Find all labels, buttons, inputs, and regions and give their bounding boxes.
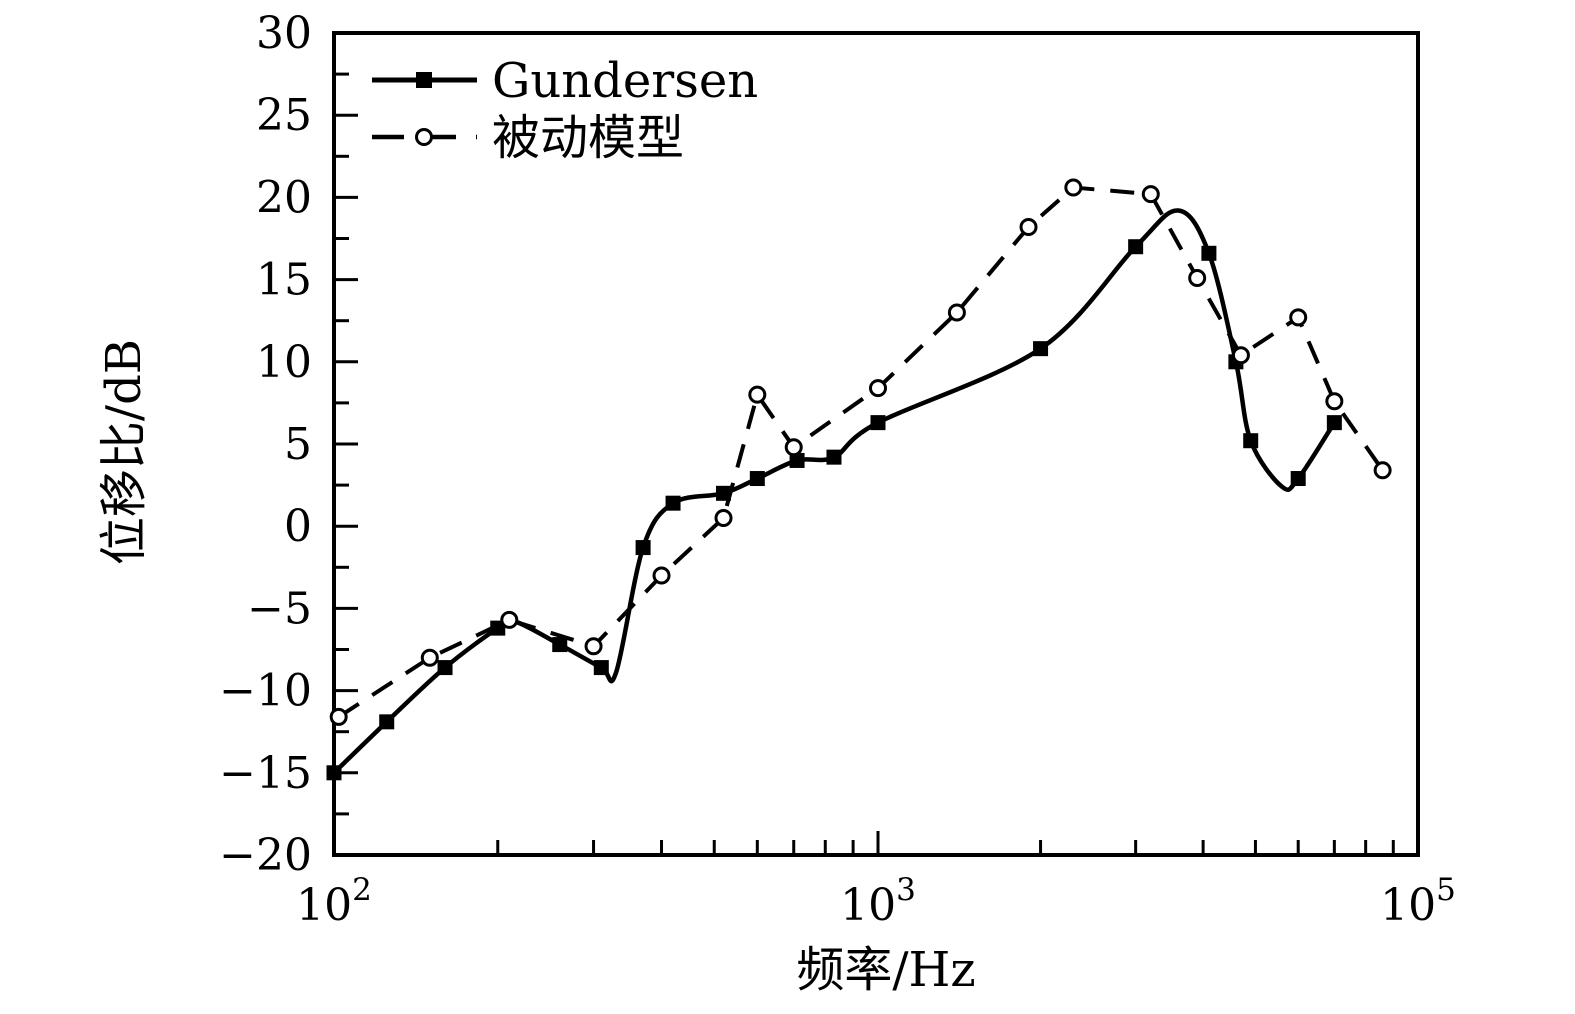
y-ticks — [336, 31, 358, 857]
y-tick-label: 30 — [256, 8, 312, 59]
square-marker — [789, 452, 805, 468]
dashed-curve — [337, 185, 1385, 719]
square-marker — [326, 765, 342, 781]
square-marker — [552, 637, 568, 653]
y-tick-label: −10 — [219, 666, 312, 717]
solid-curve — [332, 208, 1337, 775]
circle-marker — [1141, 185, 1160, 204]
circle-marker — [652, 566, 671, 585]
square-marker — [1033, 341, 1049, 357]
circle-marker — [869, 379, 887, 398]
square-marker — [1290, 471, 1306, 487]
circle-marker — [1289, 308, 1308, 327]
legend-square-marker — [416, 72, 432, 88]
y-tick-label: 20 — [256, 172, 312, 223]
square-marker — [635, 540, 651, 556]
circle-marker — [947, 303, 966, 322]
square-marker — [665, 495, 681, 511]
square-marker — [437, 660, 453, 676]
x-tick-label: 103 — [840, 872, 916, 931]
square-marker — [1201, 245, 1217, 261]
x-tick-labels: 102 103 105 — [296, 872, 1456, 931]
series-gundersen — [326, 208, 1342, 781]
circle-marker — [784, 438, 803, 457]
y-tick-label: 15 — [256, 255, 312, 306]
square-marker — [826, 449, 842, 465]
square-marker — [1326, 415, 1342, 431]
y-axis-title: 位移比/dB — [96, 339, 152, 565]
circle-marker — [420, 648, 439, 667]
square-marker — [749, 471, 765, 487]
circle-marker — [1325, 392, 1344, 411]
circle-marker — [1373, 461, 1392, 480]
y-tick-label: −5 — [247, 583, 312, 634]
series-passive-model — [329, 178, 1392, 726]
plot-border — [332, 31, 1420, 857]
y-tick-label: 10 — [256, 337, 312, 388]
circle-marker — [1188, 268, 1207, 287]
y-tick-labels: 30 25 20 15 10 5 0 −5 −10 −15 −20 — [219, 8, 312, 881]
circle-marker — [329, 707, 348, 726]
circle-marker — [748, 385, 767, 404]
legend-label: 被动模型 — [492, 110, 684, 166]
y-tick-label: 5 — [284, 419, 312, 470]
circle-marker — [1019, 217, 1038, 236]
legend-label: Gundersen — [492, 53, 758, 109]
y-tick-label: 0 — [284, 501, 312, 552]
square-marker — [379, 714, 395, 730]
circle-marker — [714, 508, 733, 527]
square-marker — [1128, 239, 1144, 255]
x-tick-label: 102 — [296, 872, 372, 931]
circle-marker — [584, 637, 603, 656]
square-marker — [1243, 433, 1259, 449]
circle-marker — [1231, 346, 1250, 365]
x-axis-title: 频率/Hz — [796, 942, 975, 998]
circle-marker — [1064, 178, 1083, 197]
legend-item-passive-model: 被动模型 — [372, 110, 684, 166]
y-tick-label: −20 — [219, 830, 312, 881]
y-tick-label: −15 — [219, 748, 312, 799]
circle-marker — [500, 610, 519, 629]
legend-item-gundersen: Gundersen — [372, 53, 758, 109]
square-marker — [870, 415, 886, 431]
y-tick-label: 25 — [256, 90, 312, 141]
x-tick-label: 105 — [1380, 872, 1456, 931]
x-ticks — [332, 831, 1420, 853]
legend-circle-marker — [415, 128, 433, 146]
square-marker — [593, 660, 609, 676]
